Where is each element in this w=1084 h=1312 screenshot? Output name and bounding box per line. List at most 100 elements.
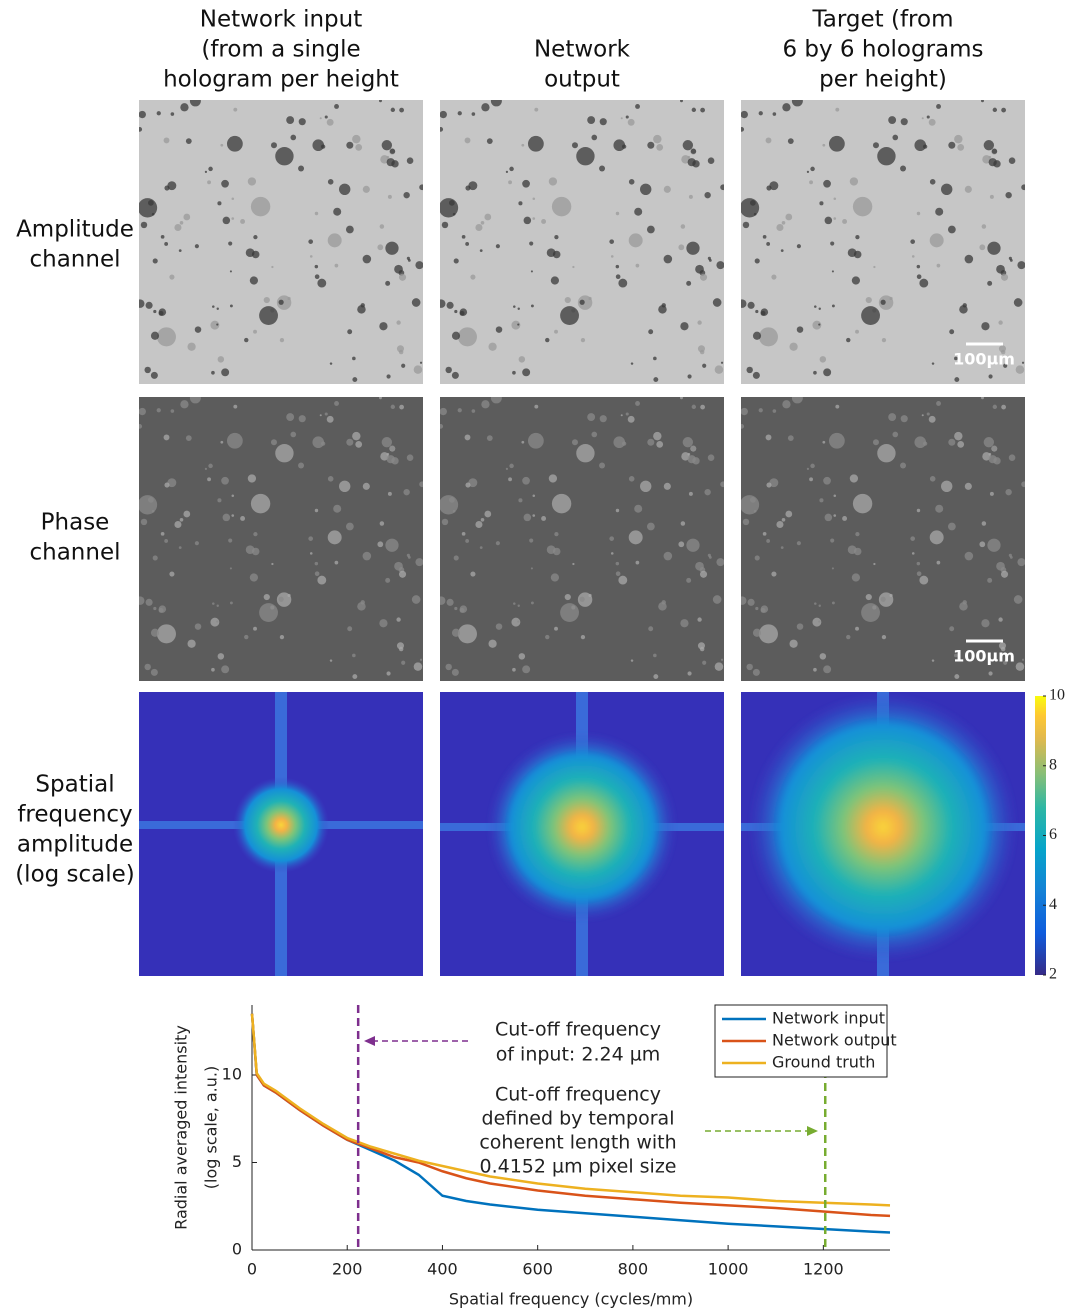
cell (484, 511, 491, 518)
cell (797, 326, 803, 332)
cell (766, 539, 770, 543)
cell (141, 519, 147, 525)
cell (981, 99, 984, 102)
row-label: channel (29, 540, 120, 566)
cell (465, 434, 471, 440)
colorbar-tick-label: 6 (1049, 826, 1057, 843)
cell (704, 489, 710, 495)
cell (252, 251, 260, 259)
cell (818, 620, 820, 622)
cell (580, 597, 585, 602)
cell (888, 413, 896, 421)
cell (533, 494, 536, 497)
cell (813, 668, 817, 672)
cell (146, 599, 153, 606)
cell (310, 255, 313, 258)
cell (626, 115, 629, 118)
cell (910, 239, 915, 244)
panel-content (437, 392, 726, 681)
cell (139, 408, 146, 415)
cell (998, 617, 1002, 621)
cell (385, 539, 398, 552)
cell (704, 192, 710, 198)
cell (981, 322, 989, 330)
cell (299, 415, 306, 422)
cell (347, 626, 352, 631)
cell (753, 669, 760, 676)
cell (174, 521, 181, 528)
cell (397, 345, 404, 352)
panel-content: 100µm (738, 95, 1027, 384)
cell (680, 99, 683, 102)
cell (954, 377, 959, 382)
cell (954, 674, 959, 679)
cell (766, 242, 770, 246)
cell (513, 602, 516, 605)
cell (541, 516, 546, 521)
cell (522, 477, 530, 485)
cell (743, 222, 749, 228)
cell (807, 171, 809, 173)
cell (144, 664, 150, 670)
y-tick-label: 0 (232, 1240, 242, 1259)
column-header: (from a single (201, 37, 360, 63)
column-header: Target (from (812, 7, 954, 33)
cell (648, 329, 653, 334)
cell (695, 562, 704, 571)
cell (635, 401, 640, 406)
cell (363, 483, 370, 490)
cell (259, 306, 278, 325)
cell (626, 412, 629, 415)
cell (746, 367, 752, 373)
cell (773, 409, 777, 413)
cell (475, 224, 482, 231)
cell (1005, 489, 1011, 495)
cell (647, 439, 654, 446)
cell (487, 138, 493, 144)
cell (822, 441, 825, 444)
cell (388, 195, 392, 199)
cell (965, 483, 972, 490)
cell (930, 476, 936, 482)
cell (271, 142, 277, 148)
cell (290, 135, 296, 141)
cell (153, 607, 156, 610)
cell (882, 635, 886, 639)
cell (275, 147, 293, 165)
cell (420, 362, 422, 364)
cell (1009, 554, 1012, 557)
panel-content (741, 692, 1025, 976)
cell (963, 600, 967, 604)
cell (519, 356, 525, 362)
cell (759, 111, 763, 115)
cell (212, 305, 215, 308)
cell (1017, 558, 1025, 566)
cell (491, 392, 502, 403)
cell (662, 303, 666, 307)
cell (518, 308, 520, 310)
cell (352, 654, 356, 658)
panel-content (139, 692, 423, 976)
cell (989, 453, 992, 456)
cell (877, 444, 895, 462)
cell (549, 177, 557, 185)
cell (230, 601, 233, 604)
cell (996, 265, 1005, 274)
cell (647, 226, 655, 234)
cell (385, 281, 390, 286)
x-tick-label: 1200 (803, 1260, 844, 1279)
cell (472, 409, 476, 413)
cell (554, 532, 558, 536)
cell (850, 177, 858, 185)
column-header: per height) (819, 67, 947, 93)
column-header: hologram per height (163, 67, 399, 93)
cell (190, 95, 201, 106)
cell (680, 619, 688, 627)
cell (833, 514, 836, 517)
cell (399, 405, 404, 410)
cell (363, 255, 372, 264)
cell (785, 214, 792, 221)
cell (419, 184, 425, 190)
cell (217, 498, 221, 502)
